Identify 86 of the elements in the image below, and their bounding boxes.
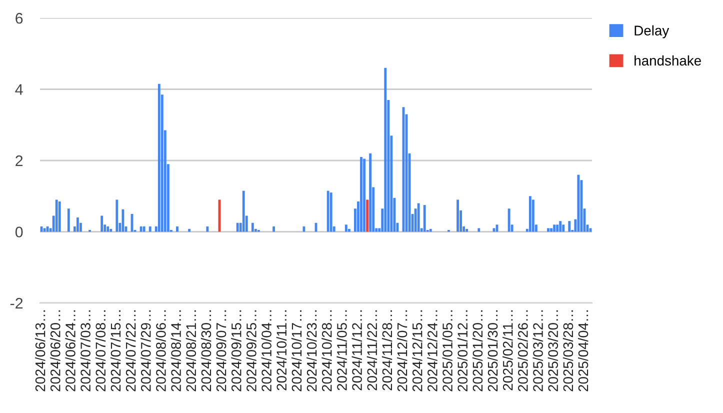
bar <box>158 84 160 232</box>
x-tick-label: 2024/11/28… <box>382 310 392 390</box>
bar <box>423 205 426 232</box>
bar <box>55 200 58 232</box>
bar <box>556 224 559 232</box>
x-tick-label: 2025/04/04… <box>578 310 588 392</box>
x-tick-label: 2024/06/13… <box>35 310 46 392</box>
x-tick-label: 2024/12/07… <box>397 310 408 392</box>
x-tick-label: 2025/01/30… <box>487 310 498 392</box>
legend-label: Delay <box>634 25 670 38</box>
x-tick-label: 2024/12/24… <box>427 310 438 392</box>
bar <box>67 208 70 232</box>
x-tick-label: 2025/02/26… <box>518 310 528 392</box>
x-tick-label: 2024/09/15… <box>231 310 242 392</box>
bar <box>456 200 459 232</box>
bar <box>106 226 110 232</box>
bar <box>360 156 362 232</box>
x-tick-label: 2025/02/11… <box>502 310 513 390</box>
bar <box>251 222 254 232</box>
x-tick-label: 2024/07/08… <box>95 310 106 392</box>
bar <box>206 226 209 232</box>
x-tick-label: 2024/11/22… <box>366 310 378 390</box>
x-tick-label: 2024/07/03… <box>80 310 90 392</box>
x-tick-label: 2024/12/15… <box>412 310 422 392</box>
x-tick-label: 2024/10/11… <box>276 310 287 390</box>
bar <box>100 216 104 232</box>
bar <box>176 226 178 232</box>
bar <box>116 200 118 232</box>
bar <box>58 201 61 232</box>
x-tick-label: 2024/10/28… <box>322 310 332 392</box>
x-tick-label: 2025/01/20… <box>472 310 483 392</box>
bar <box>140 226 142 232</box>
bar <box>366 200 368 232</box>
x-tick-label: 2024/09/07… <box>216 310 226 392</box>
bar <box>363 158 366 232</box>
bar <box>330 192 332 232</box>
x-tick-label: 2024/07/22… <box>126 310 136 392</box>
x-tick-label: 2025/03/28… <box>562 310 574 392</box>
bar <box>148 226 152 232</box>
bar <box>562 224 565 232</box>
x-tick-label: 2025/01/12… <box>457 310 468 392</box>
bar <box>272 226 275 232</box>
x-tick-label: 2024/06/20… <box>50 310 60 392</box>
x-tick-label: 2025/01/05… <box>442 310 452 392</box>
bar <box>568 221 571 232</box>
x-tick-label: 2024/08/06… <box>156 310 166 392</box>
bar <box>142 226 146 232</box>
y-tick-label: -2 <box>10 298 23 309</box>
bar <box>384 68 387 232</box>
bar <box>478 228 480 232</box>
x-tick-label: 2024/10/04… <box>261 310 272 392</box>
bar <box>326 190 330 232</box>
bar <box>508 208 510 232</box>
y-tick-label: 2 <box>16 155 23 166</box>
x-tick-label: 2024/08/14… <box>170 310 181 392</box>
bar <box>369 153 372 232</box>
bar <box>528 196 532 232</box>
x-tick-label: 2024/10/23… <box>306 310 317 392</box>
y-tick-label: 4 <box>15 84 23 95</box>
x-tick-label: 2024/09/25… <box>246 310 256 392</box>
bar <box>417 203 420 232</box>
bar <box>236 222 239 232</box>
y-tick-label: 0 <box>15 226 23 238</box>
bar <box>577 174 580 232</box>
bar <box>559 221 562 232</box>
bar <box>122 209 124 232</box>
bar <box>302 226 306 232</box>
x-tick-label: 2024/06/24… <box>65 310 76 392</box>
x-tick-label: 2025/03/12… <box>532 310 543 392</box>
x-tick-label: 2024/07/29… <box>140 310 151 392</box>
bar <box>344 224 348 232</box>
bar <box>553 224 556 232</box>
x-tick-label: 2024/07/15… <box>110 310 121 392</box>
x-tick-label: 2024/08/21… <box>186 310 196 392</box>
bar <box>550 228 552 232</box>
bar <box>532 200 534 232</box>
y-tick-label: 6 <box>16 12 23 24</box>
bar <box>242 190 245 232</box>
legend-label: handshake <box>634 55 701 66</box>
x-tick-label: 2024/08/30… <box>200 310 212 392</box>
x-tick-label: 2024/10/17… <box>291 310 302 392</box>
bar <box>76 218 79 232</box>
x-tick-label: 2024/11/12… <box>352 310 362 390</box>
bar <box>547 228 550 232</box>
x-tick-label: 2024/11/05… <box>336 310 347 390</box>
x-tick-label: 2025/03/20… <box>548 310 558 392</box>
